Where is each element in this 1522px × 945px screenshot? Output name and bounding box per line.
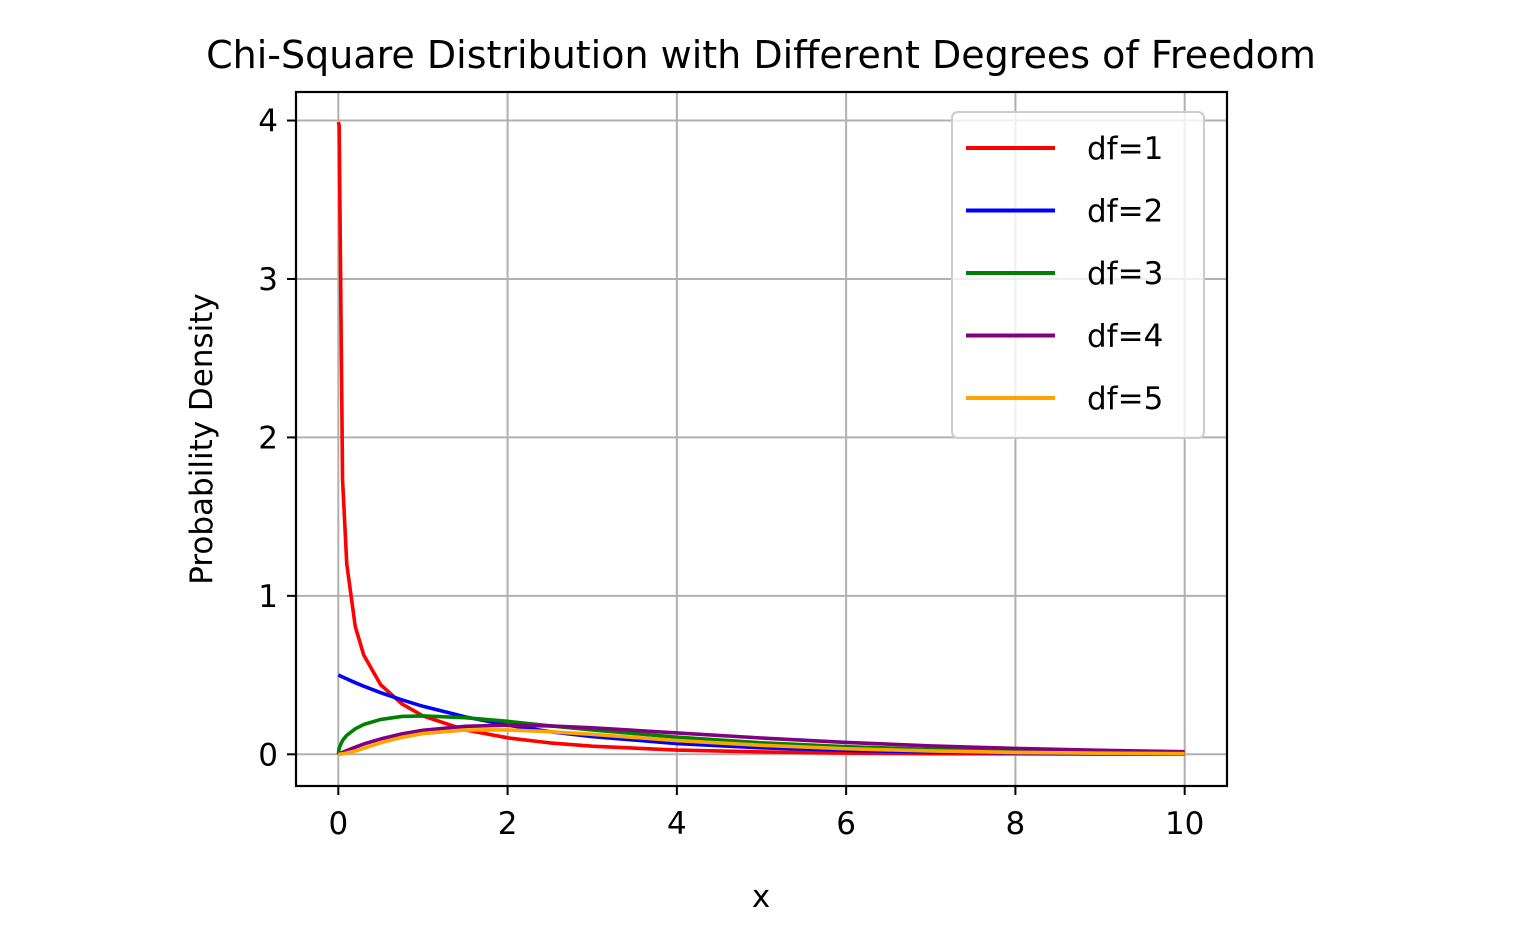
series-line-df1 — [336, 121, 1185, 756]
plot-series — [336, 121, 1185, 757]
x-tick-label: 0 — [328, 806, 348, 842]
x-axis-label: x — [752, 879, 770, 915]
y-tick-label: 3 — [258, 262, 278, 298]
legend-label: df=3 — [1087, 256, 1163, 292]
y-tick-label: 2 — [258, 420, 278, 456]
x-tick-label: 6 — [836, 806, 856, 842]
plot-frame — [294, 90, 1229, 788]
axis-ticks: 0 2 4 6 8 10 0 1 2 3 4 — [258, 104, 1204, 842]
legend-box — [951, 111, 1205, 439]
x-tick-label: 10 — [1165, 806, 1204, 842]
y-tick-label: 0 — [258, 737, 278, 773]
legend-label: df=4 — [1087, 319, 1163, 355]
y-tick-label: 4 — [258, 104, 278, 140]
x-tick-label: 2 — [498, 806, 518, 842]
series-line-df5 — [337, 728, 1185, 757]
legend-label: df=5 — [1087, 381, 1163, 417]
legend-label: df=1 — [1087, 131, 1163, 167]
x-tick-label: 8 — [1006, 806, 1026, 842]
legend: df=1 df=2 df=3 df=4 df=5 — [951, 111, 1205, 439]
y-tick-label: 1 — [258, 579, 278, 615]
y-axis-label: Probability Density — [184, 293, 220, 585]
legend-label: df=2 — [1087, 194, 1163, 230]
series-line-df4 — [337, 723, 1185, 756]
chart-title: Chi-Square Distribution with Different D… — [206, 33, 1316, 77]
x-tick-label: 4 — [667, 806, 687, 842]
